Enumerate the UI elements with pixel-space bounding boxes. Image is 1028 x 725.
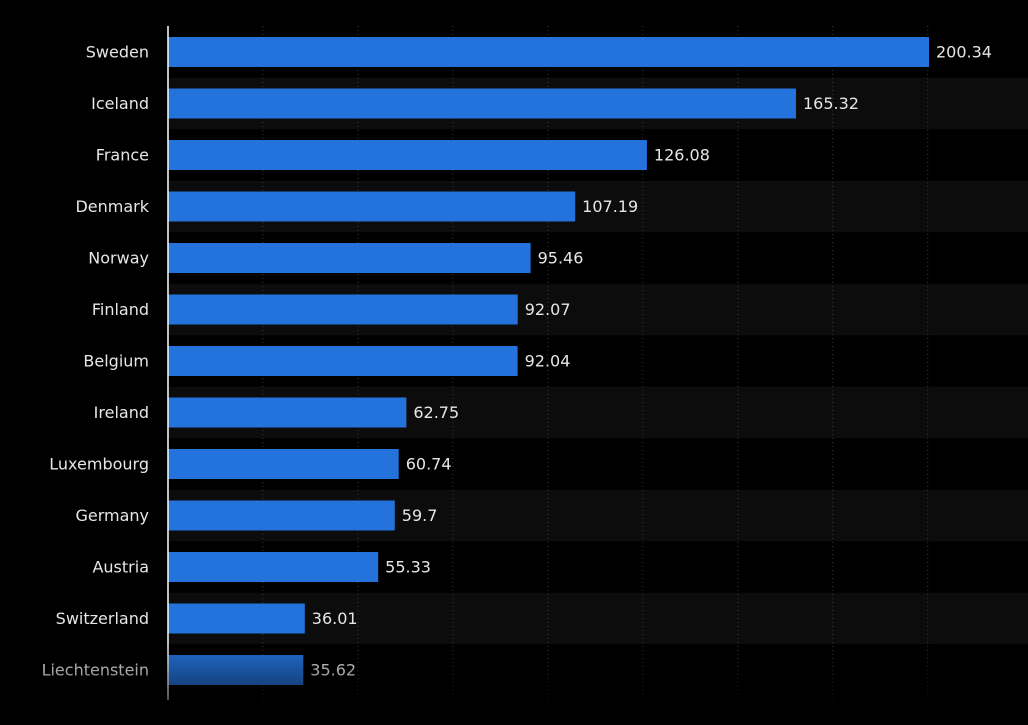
bar-denmark[interactable] bbox=[168, 191, 576, 222]
value-label: 59.7 bbox=[402, 506, 438, 525]
category-label: Switzerland bbox=[56, 609, 149, 628]
value-label: 55.33 bbox=[385, 558, 431, 577]
bar-finland[interactable] bbox=[168, 294, 518, 325]
category-label: Sweden bbox=[86, 43, 149, 62]
category-label: Finland bbox=[92, 300, 149, 319]
bar-ireland[interactable] bbox=[168, 397, 407, 428]
row-band bbox=[168, 592, 1028, 645]
bar-norway[interactable] bbox=[168, 243, 531, 273]
category-labels: Sweden Iceland France Denmark Norway Finland B… bbox=[42, 43, 150, 680]
gridlines bbox=[262, 26, 929, 700]
category-label: Denmark bbox=[75, 197, 149, 216]
bar-iceland[interactable] bbox=[168, 88, 796, 119]
category-label: Norway bbox=[88, 249, 149, 268]
value-label: 107.19 bbox=[582, 197, 638, 216]
category-label: Austria bbox=[92, 558, 149, 577]
value-label: 60.74 bbox=[406, 455, 452, 474]
category-label: Germany bbox=[75, 506, 149, 525]
value-label: 92.07 bbox=[525, 300, 571, 319]
value-label: 165.32 bbox=[803, 94, 859, 113]
value-label: 200.34 bbox=[936, 43, 992, 62]
value-label: 126.08 bbox=[654, 146, 710, 165]
category-label: France bbox=[96, 146, 149, 165]
bar-switzerland[interactable] bbox=[168, 603, 305, 634]
bar-france[interactable] bbox=[168, 140, 647, 170]
value-label: 35.62 bbox=[310, 661, 356, 680]
category-label: Ireland bbox=[94, 403, 149, 422]
bar-austria[interactable] bbox=[168, 552, 379, 582]
bar-luxembourg[interactable] bbox=[168, 449, 399, 479]
bar-sweden[interactable] bbox=[168, 37, 929, 67]
value-label: 36.01 bbox=[312, 609, 358, 628]
category-label: Belgium bbox=[83, 352, 149, 371]
value-label: 95.46 bbox=[538, 249, 584, 268]
bar-germany[interactable] bbox=[168, 500, 395, 531]
value-label: 92.04 bbox=[525, 352, 571, 371]
bar-belgium[interactable] bbox=[168, 346, 518, 376]
category-label: Liechtenstein bbox=[42, 661, 149, 680]
category-label: Iceland bbox=[91, 94, 149, 113]
value-label: 62.75 bbox=[413, 403, 459, 422]
category-label: Luxembourg bbox=[49, 455, 149, 474]
bar-liechtenstein[interactable] bbox=[168, 655, 304, 685]
